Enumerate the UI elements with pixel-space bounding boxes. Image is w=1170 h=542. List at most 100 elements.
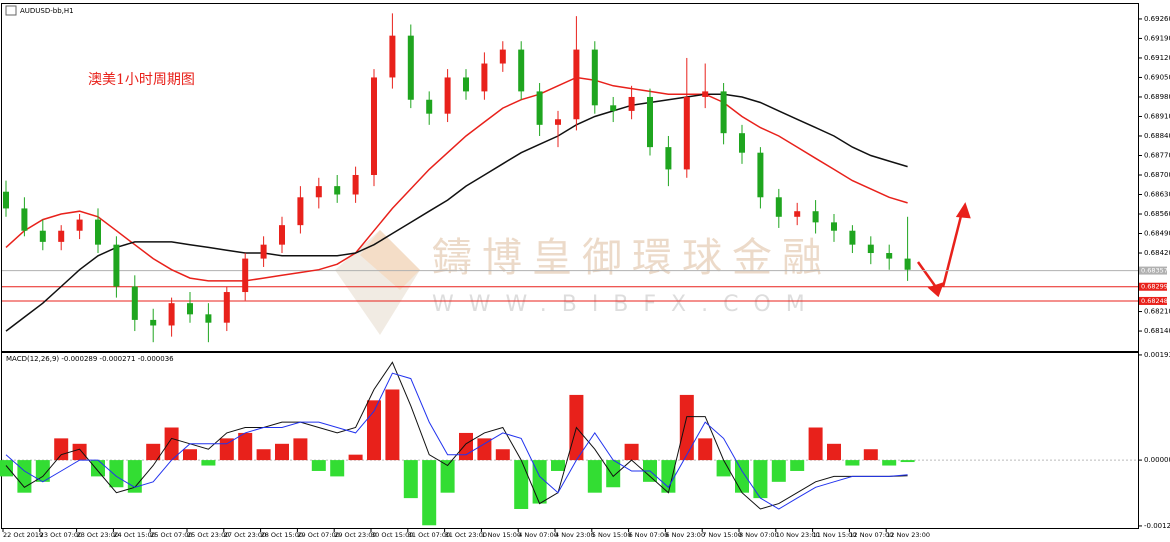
x-tick-label: 5 Nov 15:00 — [592, 531, 632, 539]
histogram-bar — [385, 389, 400, 461]
candle-body — [187, 303, 193, 315]
y-tick-label: 0.001936 — [1144, 351, 1170, 359]
candle-body — [720, 91, 727, 134]
candle-body — [260, 244, 267, 259]
candle-body — [205, 314, 212, 323]
candle-body — [683, 96, 690, 170]
histogram-bar — [514, 460, 529, 509]
candle-body — [389, 35, 396, 78]
x-tick-label: 29 Oct 23:00 — [334, 531, 376, 539]
x-tick-label: 8 Nov 07:00 — [739, 531, 779, 539]
x-tick-label: 23 Oct 07:00 — [40, 531, 82, 539]
candle-body — [95, 219, 101, 245]
histogram-bar — [219, 438, 234, 461]
candle-body — [499, 49, 506, 64]
candle-body — [315, 186, 322, 198]
candle-body — [591, 49, 598, 106]
x-tick-label: 30 Oct 15:00 — [371, 531, 413, 539]
histogram-bar — [587, 460, 602, 493]
candle-body — [58, 230, 65, 242]
symbol-title: AUDUSD-bb,H1 — [20, 7, 74, 15]
histogram-bar — [735, 460, 749, 493]
histogram-bar — [698, 438, 713, 461]
x-tick-label: 25 Oct 07:00 — [150, 531, 192, 539]
candle-body — [739, 133, 745, 153]
histogram-bar — [311, 460, 326, 471]
price-label-box — [1139, 266, 1167, 275]
histogram-bar — [532, 460, 547, 504]
watermark-url: WWW.BIBFX.COM — [432, 292, 820, 317]
x-tick-label: 7 Nov 15:00 — [702, 531, 742, 539]
histogram-bar — [459, 432, 473, 461]
histogram-bar — [624, 443, 639, 461]
histogram-bar — [900, 460, 915, 463]
candle-body — [610, 105, 617, 111]
histogram-bar — [146, 443, 161, 461]
candle-body — [831, 222, 837, 231]
candle-body — [371, 77, 377, 175]
candle-body — [555, 119, 561, 125]
histogram-bar — [495, 449, 510, 461]
x-tick-label: 27 Oct 23:00 — [224, 531, 266, 539]
candle-body — [886, 253, 893, 259]
histogram-bar — [256, 449, 271, 461]
candle-body — [242, 258, 249, 293]
macd-panel — [1, 352, 1139, 529]
candle-body — [131, 286, 138, 320]
candle-body — [168, 303, 175, 326]
annotation: 澳美1小时周期图 — [88, 72, 195, 88]
x-tick-label: 12 Nov 23:00 — [886, 531, 930, 539]
candle-body — [113, 244, 120, 287]
x-tick-label: 12 Nov 07:00 — [849, 531, 893, 539]
x-tick-label: 6 Nov 23:00 — [665, 531, 705, 539]
moving-average — [5, 76, 908, 282]
histogram-bar — [882, 460, 897, 466]
candle-body — [352, 174, 359, 195]
candle-body — [647, 96, 653, 148]
histogram-bar — [753, 460, 768, 499]
histogram-bar — [827, 443, 841, 461]
candle-body — [757, 152, 764, 198]
histogram-bar — [72, 443, 87, 461]
histogram-bar — [551, 460, 565, 471]
candle-body — [444, 77, 451, 114]
histogram-bar — [91, 460, 105, 477]
y-tick-label: 0.000000 — [1144, 456, 1170, 464]
histogram-bar — [863, 449, 878, 461]
histogram-bar — [403, 460, 418, 499]
histogram-bar — [771, 460, 786, 482]
candle-body — [573, 49, 580, 120]
candle-body — [21, 208, 28, 231]
candle-body — [279, 225, 285, 245]
candle-body — [628, 96, 635, 111]
x-tick-label: 10 Nov 23:00 — [776, 531, 820, 539]
x-tick-label: 11 Nov 15:00 — [813, 531, 857, 539]
x-tick-label: 4 Nov 23:00 — [555, 531, 595, 539]
histogram-bar — [367, 400, 381, 461]
x-tick-label: 22 Oct 2019 — [3, 531, 43, 539]
x-tick-label: 6 Nov 07:00 — [629, 531, 669, 539]
candle-body — [536, 91, 543, 125]
histogram-bar — [606, 460, 621, 488]
symbol-icon — [5, 5, 17, 16]
x-tick-label: 25 Oct 23:00 — [187, 531, 229, 539]
candle-body — [223, 292, 230, 323]
x-tick-label: 28 Oct 15:00 — [261, 531, 303, 539]
watermark-text: 鑄博皇御環球金融 — [432, 235, 832, 281]
macd-title: MACD(12,26,9) -0.000289 -0.000271 -0.000… — [6, 355, 174, 363]
candle-body — [812, 211, 819, 223]
histogram-bar — [35, 460, 50, 482]
histogram-bar — [477, 438, 492, 461]
candle-body — [426, 99, 433, 114]
moving-average — [5, 93, 908, 332]
